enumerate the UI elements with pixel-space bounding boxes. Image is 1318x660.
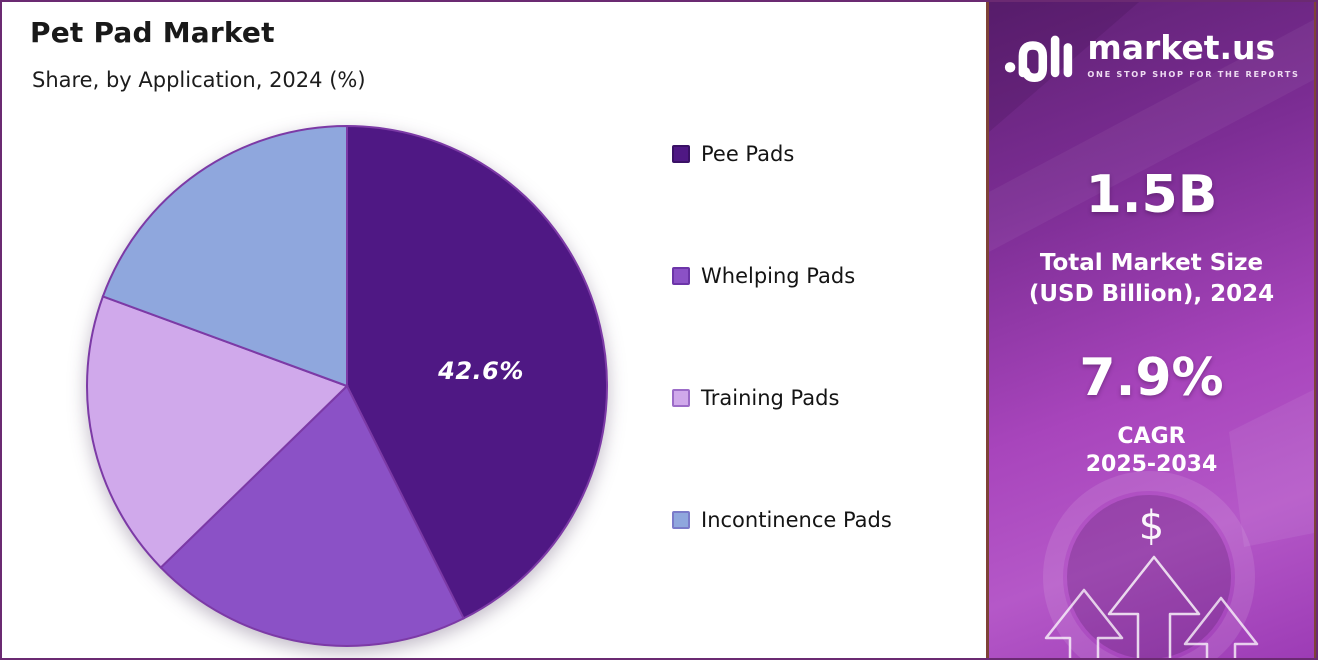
- legend-label: Whelping Pads: [701, 264, 856, 288]
- cagr-label-line1: CAGR: [1117, 424, 1186, 449]
- sidebar-background-art: [989, 2, 1314, 658]
- legend-item-incontinence-pads: Incontinence Pads: [672, 507, 892, 533]
- cagr-label: CAGR 2025-2034: [989, 423, 1314, 479]
- legend-label: Training Pads: [701, 386, 840, 410]
- legend-label: Incontinence Pads: [701, 508, 892, 532]
- cagr-label-line2: 2025-2034: [1085, 452, 1218, 477]
- dollar-icon: $: [1138, 503, 1165, 549]
- pie-slice-pee-pads: [346, 124, 608, 620]
- pie-slice-incontinence-pads: [101, 124, 348, 388]
- legend-swatch-training-pads: [672, 389, 690, 407]
- market-size-value: 1.5B: [1085, 165, 1218, 225]
- legend-item-whelping-pads: Whelping Pads: [672, 263, 892, 289]
- brand-name: market.us: [1087, 28, 1276, 67]
- legend-item-training-pads: Training Pads: [672, 385, 892, 411]
- cagr-value: 7.9%: [1079, 348, 1224, 408]
- brand: market.us ONE STOP SHOP FOR THE REPORTS: [989, 28, 1314, 82]
- brand-text: market.us ONE STOP SHOP FOR THE REPORTS: [1087, 31, 1299, 79]
- market-us-logo-icon: [1005, 35, 1073, 82]
- brand-tagline: ONE STOP SHOP FOR THE REPORTS: [1087, 69, 1300, 79]
- page-title: Pet Pad Market: [30, 16, 275, 49]
- legend-swatch-whelping-pads: [672, 267, 690, 285]
- chart-legend: Pee Pads Whelping Pads Training Pads Inc…: [672, 141, 892, 629]
- pie-slice-whelping-pads: [159, 384, 465, 647]
- legend-label: Pee Pads: [701, 142, 795, 166]
- pie-slice-training-pads: [86, 295, 349, 569]
- legend-item-pee-pads: Pee Pads: [672, 141, 892, 167]
- market-size-label-line1: Total Market Size: [1039, 250, 1264, 276]
- pie-chart: [86, 124, 608, 647]
- chart-panel: Pet Pad Market Share, by Application, 20…: [2, 2, 988, 658]
- legend-swatch-incontinence-pads: [672, 511, 690, 529]
- sidebar: market.us ONE STOP SHOP FOR THE REPORTS …: [986, 2, 1316, 658]
- market-size-label-line2: (USD Billion), 2024: [1028, 281, 1275, 307]
- pie-slice-data-label: 42.6%: [438, 357, 524, 385]
- legend-swatch-pee-pads: [672, 145, 690, 163]
- market-size-label: Total Market Size (USD Billion), 2024: [989, 248, 1314, 310]
- chart-subtitle: Share, by Application, 2024 (%): [32, 68, 366, 92]
